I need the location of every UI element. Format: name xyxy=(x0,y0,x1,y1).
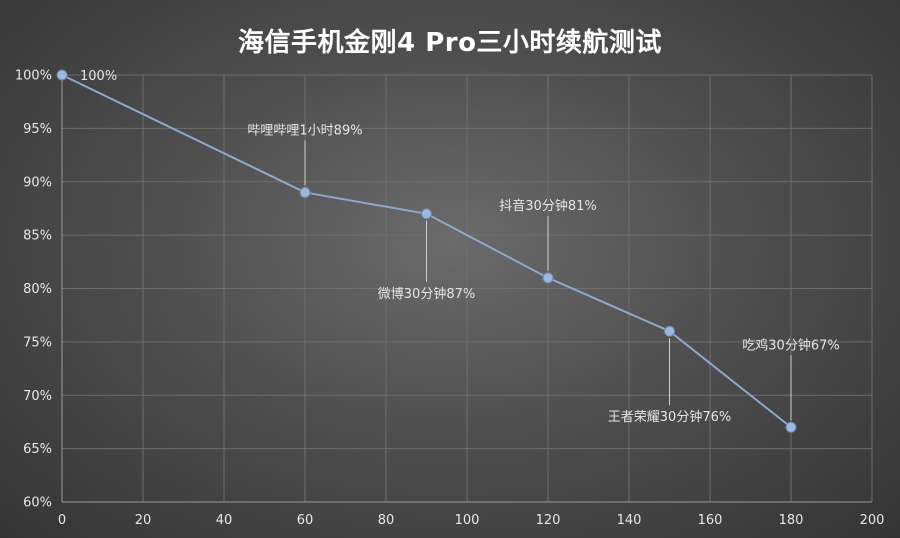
series-line xyxy=(61,74,792,429)
y-tick-label: 90% xyxy=(23,175,52,190)
x-tick-label: 40 xyxy=(216,513,233,528)
y-tick-label: 75% xyxy=(23,335,52,350)
data-label: 吃鸡30分钟67% xyxy=(742,337,839,353)
x-tick-label: 160 xyxy=(698,513,723,528)
data-point xyxy=(664,325,675,337)
chart-title: 海信手机金刚4 Pro三小时续航测试 xyxy=(238,28,662,58)
y-tick-label: 70% xyxy=(23,389,52,404)
y-tick-label: 100% xyxy=(15,69,52,84)
data-point xyxy=(299,186,311,198)
y-tick-label: 65% xyxy=(23,442,52,457)
data-point xyxy=(542,272,554,284)
x-tick-label: 60 xyxy=(297,513,314,528)
x-tick-label: 20 xyxy=(135,513,152,528)
x-tick-label: 0 xyxy=(58,513,66,528)
x-tick-label: 100 xyxy=(455,513,480,528)
y-tick-label: 95% xyxy=(23,122,52,137)
y-tick-label: 60% xyxy=(23,496,52,511)
x-tick-label: 200 xyxy=(860,513,885,528)
x-tick-label: 180 xyxy=(779,513,804,528)
x-tick-label: 140 xyxy=(617,513,642,528)
data-label: 100% xyxy=(80,69,117,84)
y-tick-label: 80% xyxy=(23,282,52,297)
data-label: 抖音30分钟81% xyxy=(499,198,596,214)
data-label: 哔哩哔哩1小时89% xyxy=(247,123,362,138)
data-point xyxy=(421,208,432,220)
data-point xyxy=(785,421,797,433)
y-tick-label: 85% xyxy=(23,229,52,244)
data-point xyxy=(56,69,68,81)
data-label: 王者荣耀30分钟76% xyxy=(608,409,731,425)
x-tick-label: 80 xyxy=(378,513,395,528)
x-tick-label: 120 xyxy=(536,513,561,528)
data-label: 微博30分钟87% xyxy=(378,286,475,302)
